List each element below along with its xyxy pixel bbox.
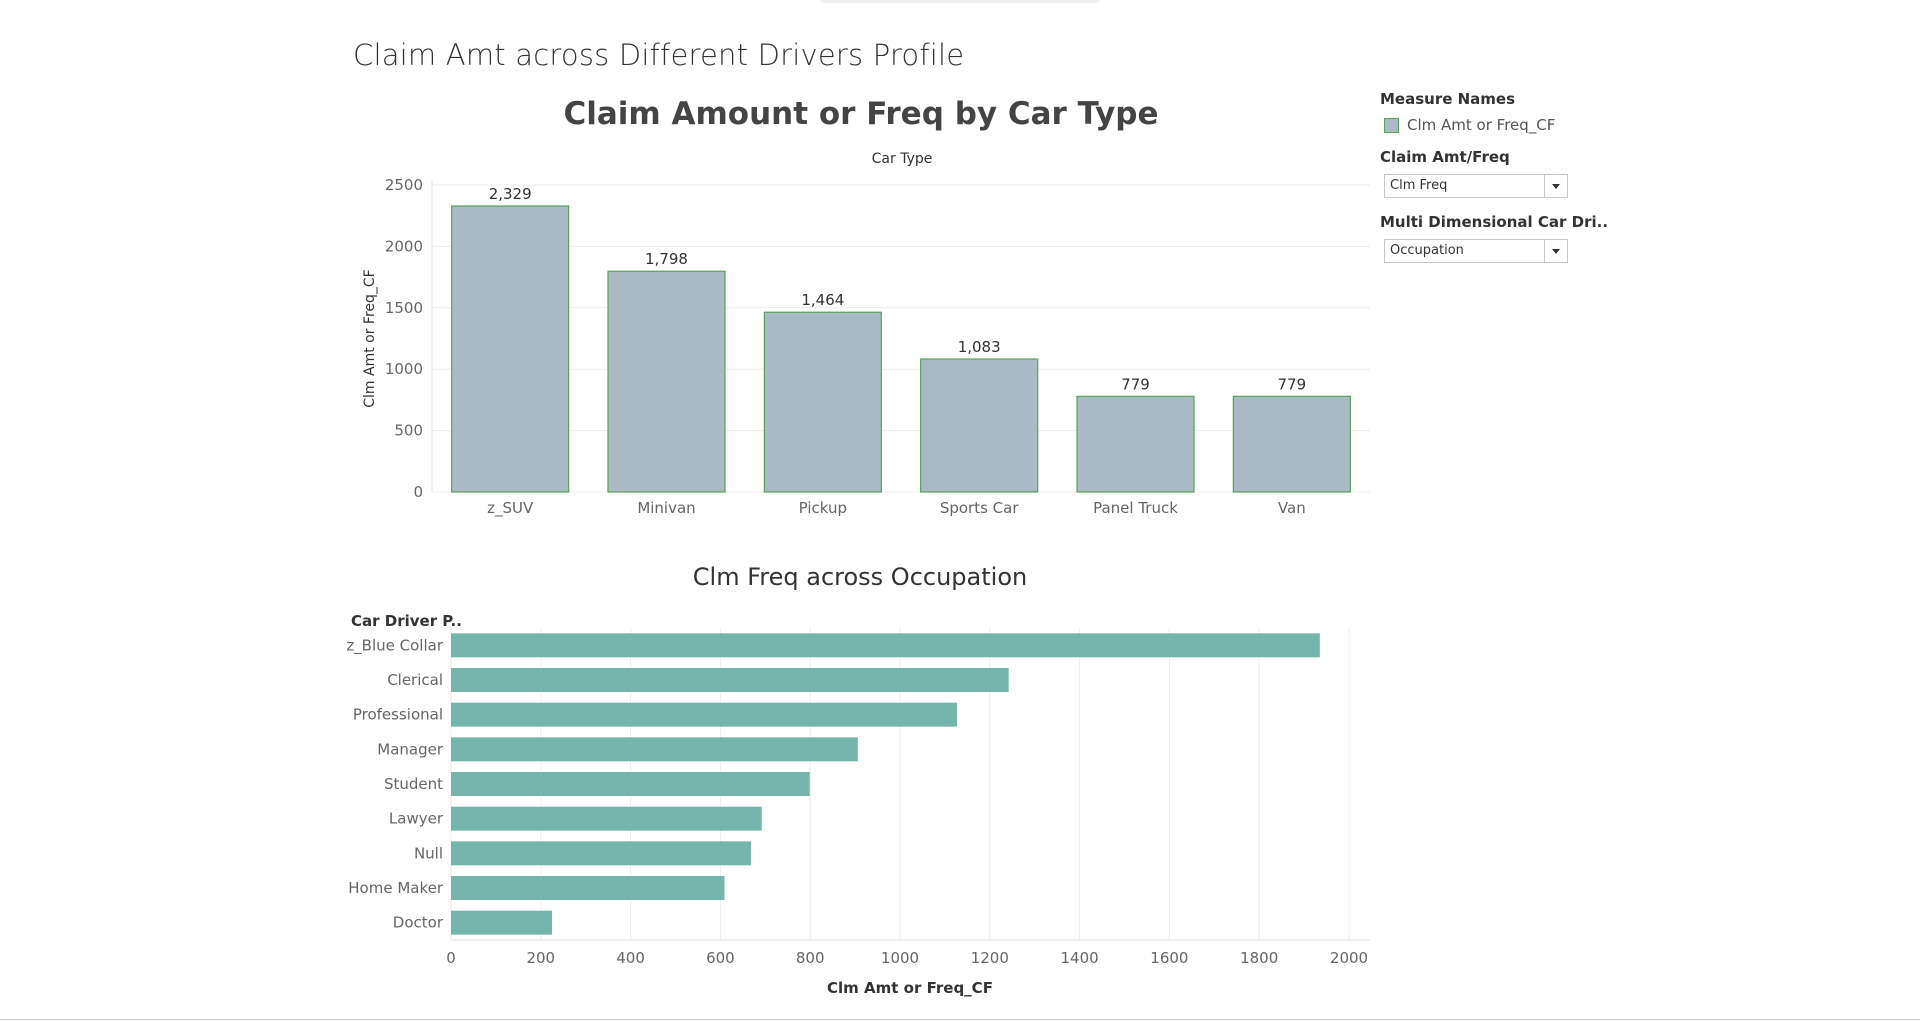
bar — [763, 311, 882, 493]
chevron-down-icon[interactable] — [1544, 175, 1567, 197]
multi-dim-title: Multi Dimensional Car Dri.. — [1380, 213, 1609, 231]
x-tick-label: 2000 — [1330, 949, 1368, 967]
y-tick-label: Professional — [353, 706, 443, 724]
y-tick-label: 1500 — [385, 299, 423, 317]
x-tick-label: 0 — [446, 949, 456, 967]
legend-swatch — [1384, 117, 1399, 133]
y-axis-title: Car Driver P.. — [351, 612, 462, 630]
bar — [451, 841, 751, 866]
x-tick-label: Pickup — [799, 499, 847, 517]
x-axis-title: Car Type — [872, 151, 933, 167]
chart-title: Claim Amount or Freq by Car Type — [563, 96, 1158, 132]
data-label: 1,464 — [801, 291, 844, 309]
bar — [920, 358, 1039, 493]
y-tick-label: 500 — [394, 422, 423, 440]
bar — [451, 910, 553, 935]
occupation-bar-chart: Clm Freq across Occupation Car Driver P..… — [346, 563, 1370, 997]
multi-dim-filter: Multi Dimensional Car Dri.. Occupation — [1380, 213, 1608, 263]
x-tick-label: Panel Truck — [1093, 499, 1178, 517]
claim-amt-freq-value: Clm Freq — [1390, 178, 1448, 193]
multi-dim-dropdown[interactable]: Occupation — [1384, 239, 1568, 263]
legend-title: Measure Names — [1380, 90, 1516, 108]
legend: Measure Names Clm Amt or Freq_CF — [1380, 90, 1555, 134]
y-tick-label: Home Maker — [348, 879, 444, 897]
x-tick-label: Sports Car — [940, 499, 1020, 517]
x-tick-label: 800 — [796, 949, 825, 967]
x-tick-label: Minivan — [637, 499, 695, 517]
claim-amt-freq-title: Claim Amt/Freq — [1380, 148, 1510, 166]
x-tick-label: 600 — [706, 949, 735, 967]
x-tick-label: Van — [1278, 499, 1306, 517]
bar — [451, 702, 958, 727]
x-tick-label: 1000 — [881, 949, 919, 967]
y-tick-label: Student — [384, 775, 443, 793]
bar — [451, 737, 858, 762]
bar — [451, 668, 1009, 692]
chevron-down-icon[interactable] — [1544, 240, 1567, 262]
bar — [451, 876, 725, 900]
bar — [607, 270, 726, 493]
y-tick-label: 2500 — [385, 176, 423, 194]
data-label: 1,798 — [645, 250, 688, 268]
y-tick-label: Null — [414, 844, 443, 862]
dashboard-title: Claim Amt across Different Drivers Profi… — [353, 38, 965, 72]
data-label: 1,083 — [958, 338, 1001, 356]
x-tick-label: 1200 — [971, 949, 1009, 967]
top-drag-handle[interactable] — [820, 0, 1100, 3]
car-type-bar-chart: Claim Amount or Freq by Car Type Car Type… — [362, 96, 1370, 518]
data-label: 779 — [1278, 375, 1307, 393]
bar — [1076, 395, 1195, 493]
claim-amt-freq-dropdown[interactable]: Clm Freq — [1384, 174, 1568, 198]
y-tick-label: 0 — [413, 483, 423, 501]
data-label: 779 — [1121, 375, 1150, 393]
y-tick-label: 2000 — [385, 237, 423, 255]
x-tick-label: 1600 — [1150, 949, 1188, 967]
bar — [451, 806, 762, 831]
x-axis-title: Clm Amt or Freq_CF — [827, 979, 993, 997]
bottom-divider — [0, 1019, 1920, 1020]
y-tick-label: Doctor — [393, 914, 444, 932]
data-label: 2,329 — [489, 185, 532, 203]
y-tick-label: 1000 — [385, 360, 423, 378]
y-tick-label: Lawyer — [389, 810, 444, 828]
x-tick-label: 200 — [526, 949, 555, 967]
bar — [1232, 395, 1351, 493]
claim-amt-freq-filter: Claim Amt/Freq Clm Freq — [1380, 148, 1568, 198]
x-tick-label: z_SUV — [487, 499, 534, 518]
x-tick-label: 1800 — [1240, 949, 1278, 967]
y-axis-title: Clm Amt or Freq_CF — [362, 269, 378, 408]
bar — [451, 633, 1320, 658]
bar — [451, 205, 570, 493]
bar — [451, 772, 810, 796]
y-tick-label: z_Blue Collar — [346, 636, 444, 655]
x-tick-label: 1400 — [1061, 949, 1099, 967]
multi-dim-value: Occupation — [1390, 243, 1464, 258]
x-tick-label: 400 — [616, 949, 645, 967]
legend-item[interactable]: Clm Amt or Freq_CF — [1384, 116, 1555, 134]
chart-title: Clm Freq across Occupation — [693, 563, 1027, 591]
legend-item-label: Clm Amt or Freq_CF — [1407, 116, 1556, 134]
y-tick-label: Manager — [377, 740, 444, 758]
y-tick-label: Clerical — [387, 671, 443, 689]
